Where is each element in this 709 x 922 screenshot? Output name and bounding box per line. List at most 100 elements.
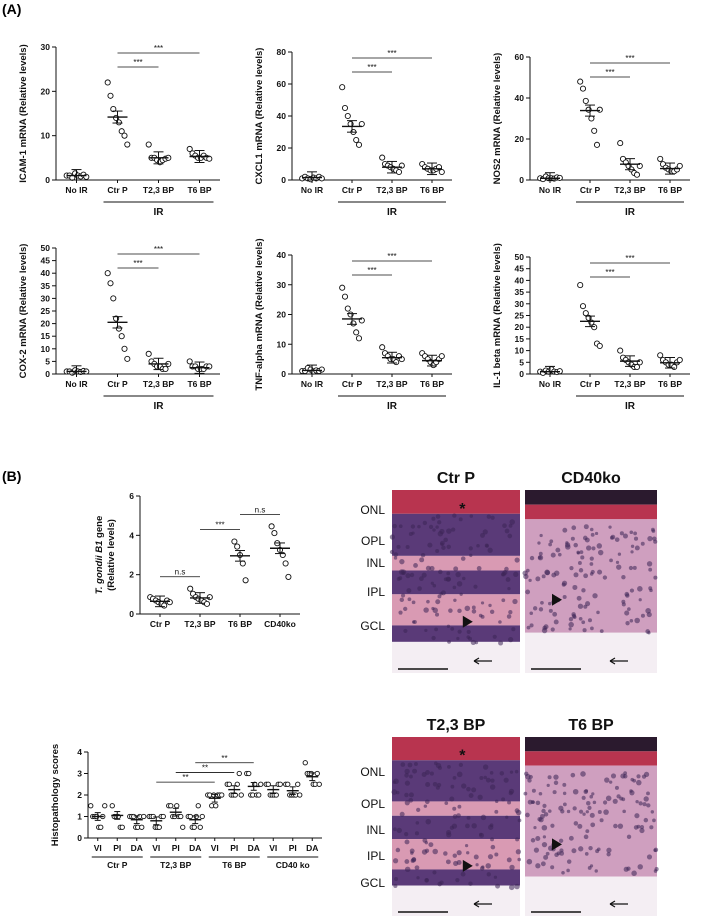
- cell-nucleus: [508, 884, 515, 891]
- cell-nucleus: [616, 564, 622, 570]
- data-point: [353, 329, 360, 336]
- cell-nucleus: [653, 539, 658, 544]
- cell-nucleus: [552, 790, 557, 795]
- cell-nucleus: [531, 788, 536, 793]
- cell-nucleus: [490, 837, 494, 842]
- cell-nucleus: [486, 872, 491, 877]
- cell-nucleus: [485, 777, 491, 783]
- cell-nucleus: [434, 761, 438, 766]
- cell-nucleus: [421, 572, 427, 578]
- retina-layer-label: IPL: [367, 585, 385, 599]
- cell-nucleus: [540, 600, 544, 605]
- cell-nucleus: [633, 536, 639, 541]
- cell-nucleus: [462, 576, 466, 581]
- data-point: [593, 141, 601, 148]
- cell-nucleus: [562, 782, 567, 787]
- cell-nucleus: [424, 840, 428, 845]
- cell-nucleus: [464, 844, 469, 848]
- y-tick-label: 2: [77, 790, 82, 800]
- asterisk-marker: *: [459, 747, 466, 764]
- cell-nucleus: [404, 792, 409, 798]
- cell-nucleus: [460, 871, 466, 877]
- cell-nucleus: [624, 591, 630, 597]
- y-tick-label: 20: [41, 319, 51, 329]
- cell-nucleus: [529, 555, 535, 561]
- cell-nucleus: [626, 834, 632, 840]
- cell-nucleus: [622, 809, 626, 814]
- x-tick-label: T6 BP: [420, 379, 444, 389]
- cell-nucleus: [490, 515, 495, 520]
- cell-nucleus: [654, 867, 659, 872]
- data-point: [109, 803, 115, 809]
- arrowhead-icon: [552, 593, 562, 606]
- cell-nucleus: [501, 572, 505, 577]
- y-tick-label: 30: [515, 299, 525, 309]
- data-point: [297, 792, 303, 798]
- cell-nucleus: [456, 813, 461, 818]
- data-point: [676, 162, 683, 169]
- tissue-layer-band: [525, 632, 657, 673]
- cell-nucleus: [400, 762, 406, 767]
- cell-nucleus: [590, 532, 595, 537]
- cell-nucleus: [643, 771, 650, 777]
- cell-nucleus: [495, 883, 501, 889]
- cell-nucleus: [427, 542, 433, 548]
- cell-nucleus: [589, 527, 594, 532]
- cell-nucleus: [597, 549, 604, 556]
- cell-nucleus: [426, 599, 430, 604]
- cell-nucleus: [456, 581, 463, 587]
- arrow-head: [609, 900, 616, 908]
- cell-nucleus: [646, 561, 653, 567]
- data-point: [187, 585, 194, 592]
- cell-nucleus: [437, 531, 444, 537]
- cell-nucleus: [431, 606, 435, 611]
- significance-label: **: [221, 754, 227, 763]
- data-point: [302, 760, 308, 766]
- cell-nucleus: [408, 532, 413, 537]
- cell-nucleus: [430, 581, 434, 585]
- cell-nucleus: [526, 858, 533, 865]
- cell-nucleus: [468, 793, 474, 799]
- cell-nucleus: [614, 785, 619, 790]
- cell-nucleus: [466, 635, 471, 639]
- cell-nucleus: [643, 817, 649, 823]
- cell-nucleus: [582, 812, 586, 816]
- cell-nucleus: [403, 606, 408, 612]
- cell-nucleus: [488, 603, 492, 608]
- y-tick-label: 20: [277, 310, 287, 320]
- y-tick-label: 0: [281, 175, 286, 185]
- cell-nucleus: [412, 619, 417, 624]
- data-point: [438, 168, 445, 176]
- cell-nucleus: [415, 821, 420, 825]
- x-tick-label: DA: [248, 843, 260, 853]
- tissue-layer-band: [392, 490, 520, 514]
- cell-nucleus: [504, 528, 510, 534]
- cell-nucleus: [476, 566, 482, 571]
- data-point: [156, 824, 162, 830]
- y-tick-label: 40: [515, 275, 525, 285]
- x-tick-label: T6 BP: [187, 379, 211, 389]
- cell-nucleus: [571, 848, 577, 854]
- y-axis-label: IL-1 beta mRNA (Relative levels): [492, 243, 503, 388]
- x-tick-label: DA: [189, 843, 201, 853]
- chart-4: 0 10 20 30 40 No IR Ctr P T2,3 BP T6 BP IR TNF-alp…: [254, 238, 452, 412]
- cell-nucleus: [553, 774, 559, 780]
- cell-nucleus: [619, 531, 624, 536]
- cell-nucleus: [565, 541, 569, 545]
- cell-nucleus: [404, 839, 410, 845]
- y-tick-label: 10: [515, 346, 525, 356]
- x-tick-label: DA: [131, 843, 143, 853]
- cell-nucleus: [606, 852, 611, 857]
- cell-nucleus: [498, 640, 504, 646]
- cell-nucleus: [423, 804, 428, 808]
- cell-nucleus: [431, 635, 436, 641]
- x-tick-label: VI: [94, 843, 102, 853]
- cell-nucleus: [606, 847, 612, 853]
- cell-nucleus: [545, 851, 550, 856]
- group-label: CD40 ko: [276, 860, 310, 870]
- cell-nucleus: [502, 523, 507, 528]
- chart-2: 0 20 40 60 No IR Ctr P T2,3 BP T6 BP IR NOS2 mRNA…: [492, 52, 690, 218]
- cell-nucleus: [490, 844, 496, 850]
- cell-nucleus: [577, 603, 584, 609]
- cell-nucleus: [424, 799, 430, 805]
